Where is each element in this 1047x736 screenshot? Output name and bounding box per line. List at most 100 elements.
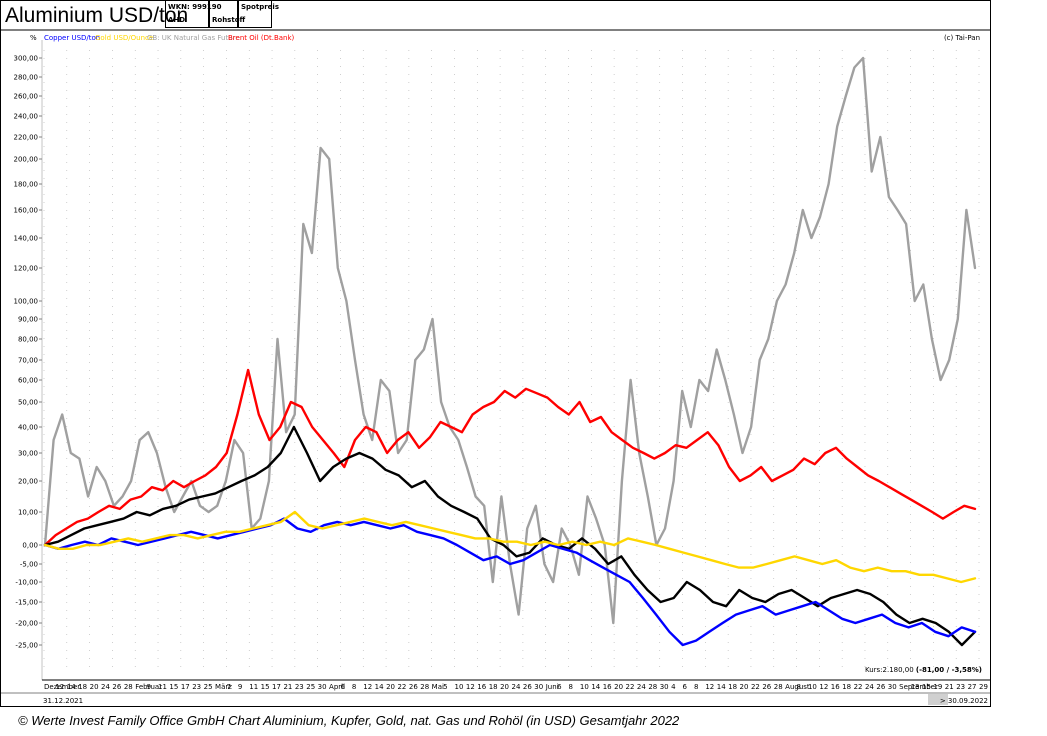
legend: Copper USD/ton Gold USD/Ounce GB: UK Nat… bbox=[44, 34, 295, 42]
x-tick-label: 10 bbox=[454, 683, 463, 691]
x-tick-label: Mai bbox=[432, 683, 444, 691]
series-line-gold-usd-ounce bbox=[43, 510, 977, 584]
y-tick-label: 20,00 bbox=[18, 478, 38, 486]
kurs-label: Kurs:2.180,00 (-81,00 / -3,58%) bbox=[865, 666, 982, 674]
x-tick-label: 6 bbox=[557, 683, 562, 691]
x-tick-label: 21 bbox=[945, 683, 954, 691]
x-tick-label: 17 bbox=[181, 683, 190, 691]
y-tick-label: -10,00 bbox=[15, 579, 38, 587]
x-tick-label: 4 bbox=[671, 683, 676, 691]
x-tick-label: März bbox=[215, 683, 232, 691]
legend-copper: Copper USD/ton bbox=[44, 34, 100, 42]
x-tick-label: 14 bbox=[375, 683, 384, 691]
y-tick-label: 140,00 bbox=[14, 235, 39, 243]
x-tick-label: 23 bbox=[295, 683, 304, 691]
x-tick-label: 12 bbox=[363, 683, 372, 691]
y-tick-label: -5,00 bbox=[20, 561, 38, 569]
x-tick-label: 20 bbox=[90, 683, 99, 691]
x-tick-label: 22 bbox=[626, 683, 635, 691]
wkn-label: WKN: 999190 bbox=[168, 3, 222, 11]
x-tick-label: 19 bbox=[933, 683, 942, 691]
y-tick-label: 30,00 bbox=[18, 450, 38, 458]
y-tick-label: -20,00 bbox=[15, 620, 38, 628]
wkn-box: WKN: 999190 AHD bbox=[165, 0, 221, 28]
x-tick-label: 6 bbox=[683, 683, 688, 691]
x-tick-label: Dezember bbox=[44, 683, 80, 691]
x-tick-label: 8 bbox=[797, 683, 801, 691]
footer-caption: © Werte Invest Family Office GmbH Chart … bbox=[18, 713, 680, 728]
series-line-copper-usd-ton bbox=[43, 517, 977, 647]
x-tick-label: 25 bbox=[306, 683, 315, 691]
x-tick-label: Februar bbox=[135, 683, 162, 691]
x-tick-label: 12 bbox=[819, 683, 828, 691]
x-tick-label: 21 bbox=[283, 683, 292, 691]
x-tick-label: 12 bbox=[705, 683, 714, 691]
series-line-gb-uk-natural-gas-future bbox=[43, 56, 977, 625]
x-tick-label: 23 bbox=[956, 683, 965, 691]
x-tick-label: 24 bbox=[637, 683, 646, 691]
x-tick-label: 27 bbox=[968, 683, 977, 691]
x-tick-label: Juni bbox=[545, 683, 559, 691]
x-tick-label: 8 bbox=[352, 683, 356, 691]
y-tick-label: 90,00 bbox=[18, 316, 38, 324]
code-label: AHD bbox=[168, 16, 186, 24]
x-tick-label: 26 bbox=[876, 683, 885, 691]
x-tick-label: 7 bbox=[226, 683, 230, 691]
x-tick-label: 22 bbox=[751, 683, 760, 691]
x-tick-label: 30 bbox=[888, 683, 897, 691]
y-tick-label: 260,00 bbox=[14, 93, 39, 101]
series-line-brent-oil-dt-bank bbox=[43, 368, 977, 547]
x-tick-label: 18 bbox=[842, 683, 851, 691]
x-tick-label: 24 bbox=[865, 683, 874, 691]
legend-gas: GB: UK Natural Gas Future bbox=[147, 34, 240, 42]
x-tick-label: 13 bbox=[911, 683, 920, 691]
y-tick-label: 40,00 bbox=[18, 424, 38, 432]
x-tick-label: 15 bbox=[169, 683, 178, 691]
x-tick-label: 26 bbox=[409, 683, 418, 691]
x-tick-label: 26 bbox=[523, 683, 532, 691]
y-tick-label: 220,00 bbox=[14, 134, 39, 142]
x-tick-label: 28 bbox=[420, 683, 429, 691]
x-tick-label: 18 bbox=[489, 683, 498, 691]
y-tick-label: 120,00 bbox=[14, 265, 39, 273]
y-tick-label: 240,00 bbox=[14, 113, 39, 121]
x-tick-label: 30 bbox=[534, 683, 543, 691]
x-tick-label: 20 bbox=[614, 683, 623, 691]
price-type-box: Spotpreis bbox=[238, 0, 279, 28]
y-tick-label: 180,00 bbox=[14, 181, 39, 189]
series-lines bbox=[43, 56, 977, 647]
x-tick-label: 16 bbox=[477, 683, 486, 691]
x-tick-label: 10 bbox=[808, 683, 817, 691]
x-tick-label: 24 bbox=[512, 683, 521, 691]
x-tick-label: 11 bbox=[249, 683, 258, 691]
x-tick-label: 8 bbox=[694, 683, 698, 691]
x-tick-label: 15 bbox=[261, 683, 270, 691]
x-tick-label: 14 bbox=[717, 683, 726, 691]
date-start-label: 31.12.2021 bbox=[43, 697, 83, 705]
y-tick-label: 100,00 bbox=[14, 298, 39, 306]
x-tick-label: 20 bbox=[500, 683, 509, 691]
x-tick-label: 20 bbox=[740, 683, 749, 691]
x-tick-label: 26 bbox=[112, 683, 121, 691]
x-tick-label: 17 bbox=[272, 683, 281, 691]
x-tick-label: 28 bbox=[124, 683, 133, 691]
x-tick-label: 14 bbox=[67, 683, 76, 691]
x-tick-label: 29 bbox=[979, 683, 988, 691]
y-tick-label: 60,00 bbox=[18, 377, 38, 385]
x-tick-label: 5 bbox=[443, 683, 447, 691]
x-tick-label: 30 bbox=[660, 683, 669, 691]
y-tick-label: 160,00 bbox=[14, 207, 39, 215]
x-tick-label: 8 bbox=[569, 683, 573, 691]
x-tick-label: 22 bbox=[397, 683, 406, 691]
x-tick-label: 20 bbox=[386, 683, 395, 691]
x-tick-label: 26 bbox=[762, 683, 771, 691]
x-tick-label: 12 bbox=[55, 683, 64, 691]
x-tick-label: 10 bbox=[580, 683, 589, 691]
y-tick-label: 80,00 bbox=[18, 336, 38, 344]
x-tick-label: 9 bbox=[238, 683, 242, 691]
x-tick-label: 24 bbox=[101, 683, 110, 691]
x-tick-label: 16 bbox=[603, 683, 612, 691]
x-tick-label: 16 bbox=[831, 683, 840, 691]
